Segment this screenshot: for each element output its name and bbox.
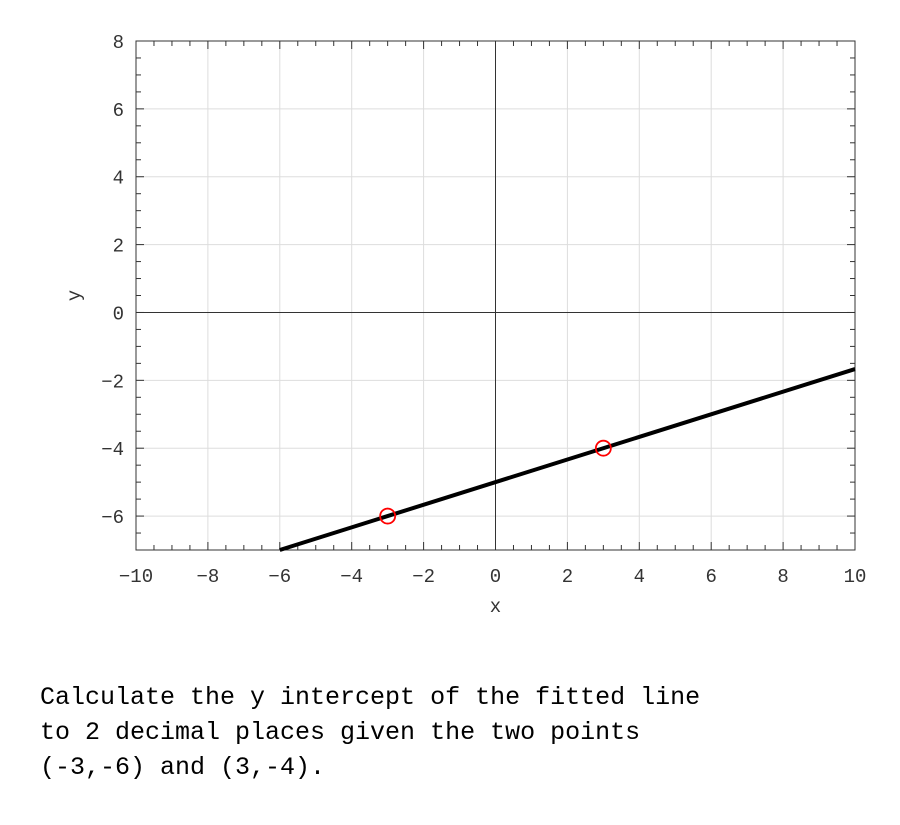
plot-frame [135,40,856,551]
x-tick-label: 2 [562,566,573,588]
x-tick-label: 0 [490,566,501,588]
x-tick-label: −10 [119,566,153,588]
y-tick-label: 0 [113,303,124,325]
y-tick-label: −2 [101,371,124,393]
x-tick-label: 6 [705,566,716,588]
y-tick-label: 2 [113,236,124,258]
question-line-1: Calculate the y intercept of the fitted … [40,683,701,712]
question-text: Calculate the y intercept of the fitted … [40,680,880,785]
y-tick-label: 6 [113,100,124,122]
y-axis-label: y [64,290,86,301]
x-tick-label: 8 [777,566,788,588]
y-tick-label: 4 [113,168,124,190]
chart: −10 −8 −6 −4 −2 0 2 4 6 8 10 −6 −4 −2 0 2 4 6 8 x y [64,32,867,618]
x-axis-label: x [490,596,501,618]
x-tick-label: −2 [412,566,435,588]
y-tick-label: −4 [101,439,124,461]
y-tick-label: −6 [101,507,124,529]
fitted-line [279,367,856,552]
data-point [594,439,612,457]
x-tick-label: −8 [196,566,219,588]
question-line-2: to 2 decimal places given the two points [40,718,641,747]
x-tick-label: 4 [634,566,645,588]
x-tick-label: 10 [844,566,867,588]
x-tick-label: −6 [268,566,291,588]
question-line-3: (-3,-6) and (3,-4). [40,753,326,782]
y-tick-label: 8 [113,32,124,54]
x-tick-label: −4 [340,566,363,588]
data-point [379,507,397,525]
